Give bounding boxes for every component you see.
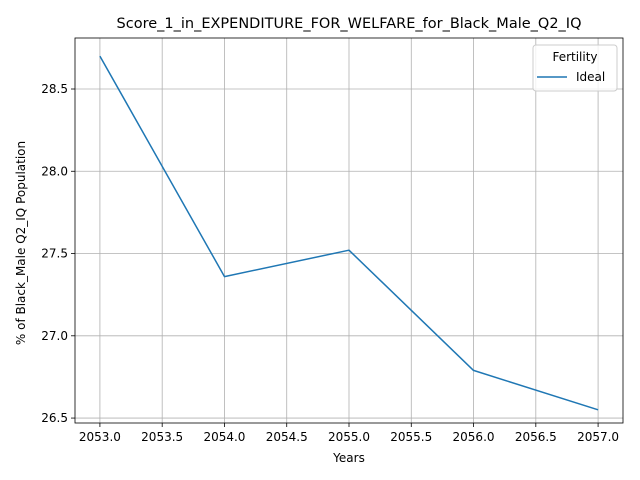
series-line-ideal	[99, 55, 599, 411]
legend: Fertility Ideal	[532, 44, 618, 92]
y-tick-label: 28.0	[41, 164, 68, 178]
x-tick-label: 2057.0	[577, 430, 619, 444]
x-tick-label: 2056.5	[515, 430, 557, 444]
x-tick-label: 2054.0	[203, 430, 245, 444]
y-tick-label: 26.5	[41, 411, 68, 425]
x-tick-label: 2054.5	[266, 430, 308, 444]
legend-title: Fertility	[552, 50, 597, 64]
x-axis-label: Years	[332, 451, 365, 465]
y-axis-label: % of Black_Male Q2_IQ Population	[14, 141, 28, 345]
x-tick-label: 2053.5	[141, 430, 183, 444]
legend-box	[532, 44, 618, 92]
y-tick-label: 28.5	[41, 82, 68, 96]
x-axis-ticks: 2053.0 2053.5 2054.0 2054.5 2055.0 2055.5 2056…	[79, 423, 619, 444]
x-tick-label: 2055.5	[390, 430, 432, 444]
x-tick-label: 2055.0	[328, 430, 370, 444]
grid-lines	[75, 38, 623, 423]
x-tick-label: 2056.0	[453, 430, 495, 444]
y-tick-label: 27.5	[41, 247, 68, 261]
legend-label-ideal: Ideal	[576, 70, 605, 84]
y-tick-label: 27.0	[41, 329, 68, 343]
chart-title: Score_1_in_EXPENDITURE_FOR_WELFARE_for_B…	[117, 16, 582, 32]
y-axis-ticks: 26.5 27.0 27.5 28.0 28.5	[41, 82, 75, 425]
series-layer	[99, 55, 599, 411]
x-tick-label: 2053.0	[79, 430, 121, 444]
